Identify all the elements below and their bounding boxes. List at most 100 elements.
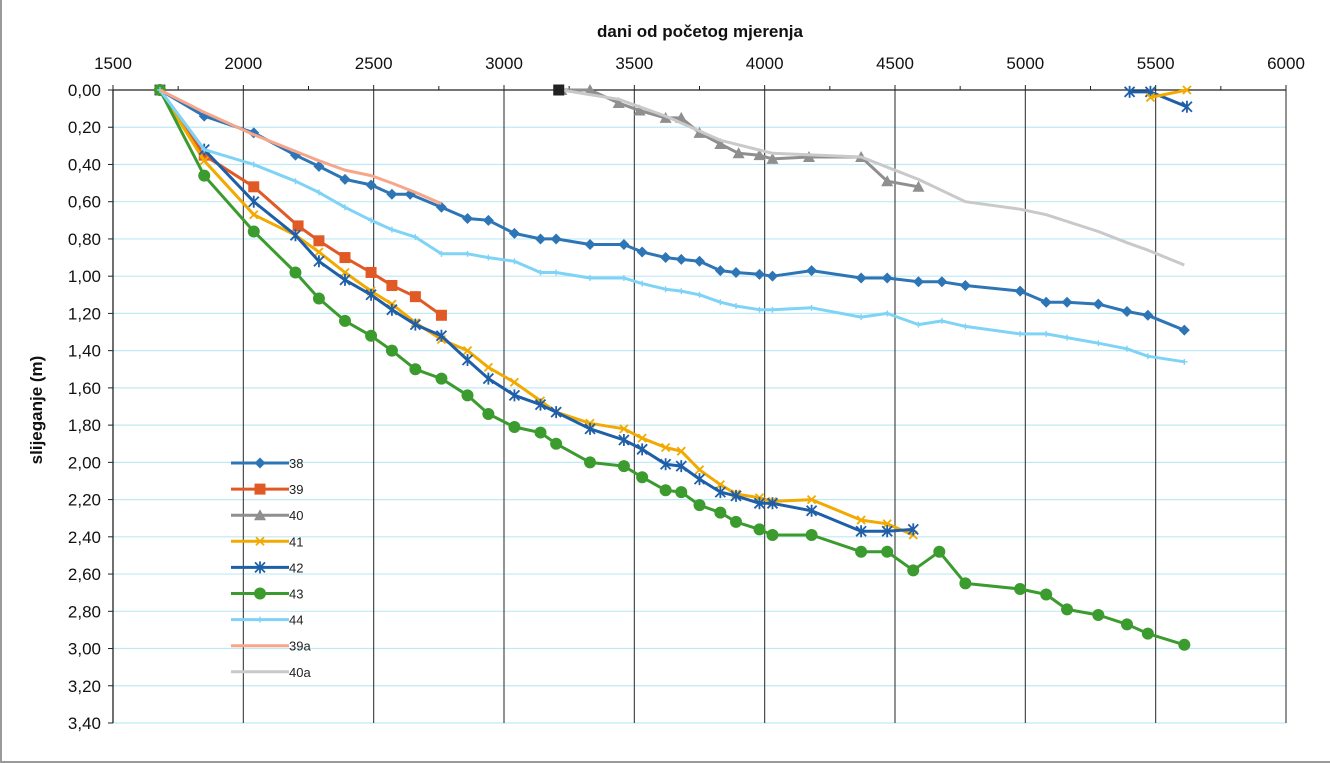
data-point — [769, 306, 776, 313]
data-point — [766, 497, 779, 510]
data-point — [912, 180, 925, 192]
data-point — [340, 267, 350, 278]
legend-swatch-marker — [255, 536, 265, 546]
data-point — [675, 486, 688, 499]
data-point — [386, 188, 398, 200]
data-point — [312, 292, 325, 305]
legend-layer: 38 39 40 41 42 43 44 39a 40a — [231, 456, 311, 680]
data-point — [676, 446, 686, 456]
data-point — [248, 127, 260, 139]
legend-label: 41 — [289, 534, 303, 549]
x-tick-label: 5500 — [1137, 54, 1175, 73]
data-point — [508, 420, 521, 433]
data-point — [855, 545, 868, 558]
data-point — [1181, 100, 1193, 113]
x-tick-label: 6000 — [1267, 54, 1305, 73]
data-point — [483, 362, 493, 373]
data-point — [339, 252, 351, 264]
data-point — [314, 247, 324, 257]
data-point — [808, 304, 815, 311]
series-extra-11 — [553, 84, 565, 96]
data-point — [435, 201, 447, 213]
data-point — [248, 181, 260, 193]
data-point — [662, 286, 669, 293]
data-point — [508, 389, 521, 402]
data-point — [1017, 330, 1024, 337]
data-point — [409, 318, 422, 331]
data-point — [341, 204, 348, 211]
data-point — [313, 255, 325, 268]
legend-swatch-marker — [254, 483, 266, 495]
data-point — [1092, 298, 1104, 310]
data-point — [619, 424, 629, 434]
x-tick-label: 2000 — [224, 54, 262, 73]
data-point — [550, 233, 562, 245]
y-tick-label: 2,00 — [68, 453, 101, 472]
data-point — [753, 523, 766, 536]
series-39a — [159, 88, 442, 205]
legend-label: 39 — [289, 482, 303, 497]
data-point — [292, 220, 304, 232]
y-tick-label: 1,60 — [68, 379, 101, 398]
series-line — [1129, 90, 1188, 109]
data-point — [912, 276, 924, 288]
legend-swatch-marker — [254, 509, 266, 521]
data-point — [881, 272, 893, 284]
data-point — [1123, 345, 1130, 352]
data-point — [388, 226, 395, 233]
data-point — [508, 227, 520, 239]
data-point — [201, 146, 208, 153]
legend-label: 39a — [289, 639, 311, 654]
data-point — [368, 217, 375, 224]
series-extra-10 — [1145, 85, 1192, 103]
series-extra-9 — [1123, 85, 1193, 113]
data-point — [248, 195, 260, 208]
data-point — [766, 270, 778, 282]
y-tick-label: 2,60 — [68, 565, 101, 584]
data-point — [884, 310, 891, 317]
series-line — [159, 88, 442, 205]
data-point — [907, 564, 920, 577]
y-axis-title: slijeganje (m) — [27, 356, 46, 465]
data-point — [584, 422, 596, 435]
legend-label: 43 — [289, 587, 303, 602]
data-point — [534, 426, 547, 439]
data-point — [550, 437, 563, 450]
y-tick-label: 2,80 — [68, 602, 101, 621]
data-point — [694, 465, 705, 475]
data-point — [729, 515, 742, 528]
series-line — [158, 89, 443, 317]
data-point — [856, 515, 866, 525]
data-point — [1178, 638, 1191, 651]
data-point — [289, 229, 302, 242]
y-tick-label: 0,40 — [68, 155, 101, 174]
series-44 — [156, 87, 1188, 365]
data-point — [534, 233, 546, 245]
data-point — [198, 169, 211, 182]
x-tick-label: 4500 — [876, 54, 914, 73]
data-point — [482, 214, 494, 226]
data-point — [805, 528, 818, 541]
legend-item: 39a — [231, 639, 311, 654]
data-point — [386, 279, 398, 291]
y-tick-label: 0,20 — [68, 118, 101, 137]
y-tick-label: 0,60 — [68, 193, 101, 212]
data-point — [617, 460, 630, 473]
x-tick-label: 3000 — [485, 54, 523, 73]
data-point — [660, 252, 672, 264]
data-point — [612, 97, 625, 109]
data-point — [1061, 603, 1074, 616]
data-point — [1141, 627, 1154, 640]
data-point — [435, 372, 448, 385]
data-point — [766, 152, 779, 164]
data-point — [438, 250, 445, 257]
data-point — [933, 545, 946, 558]
data-point — [618, 239, 630, 251]
data-point — [1121, 306, 1133, 318]
data-point — [881, 525, 893, 538]
legend-item: 38 — [231, 456, 303, 471]
data-point — [693, 473, 706, 486]
axes-layer: 1500 2000 2500 3000 3500 4000 4500 5000 5500 6000… — [68, 54, 1305, 733]
x-tick-label: 1500 — [94, 54, 132, 73]
data-point — [805, 504, 818, 517]
